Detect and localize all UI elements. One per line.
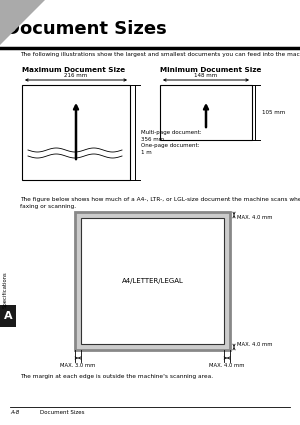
Text: MAX. 3.0 mm: MAX. 3.0 mm	[60, 363, 96, 368]
Text: MAX. 4.0 mm: MAX. 4.0 mm	[237, 215, 272, 220]
Bar	[22, 85, 130, 180]
Text: MAX. 4.0 mm: MAX. 4.0 mm	[237, 342, 272, 347]
Text: A-8: A-8	[10, 410, 19, 415]
Text: MAX. 4.0 mm: MAX. 4.0 mm	[209, 363, 245, 368]
Text: The figure below shows how much of a A4-, LTR-, or LGL-size document the machine: The figure below shows how much of a A4-…	[20, 197, 300, 209]
Text: A: A	[4, 311, 12, 321]
Text: 216 mm: 216 mm	[64, 73, 88, 78]
Bar	[160, 85, 252, 140]
Text: The margin at each edge is outside the machine's scanning area.: The margin at each edge is outside the m…	[20, 374, 213, 379]
Text: Specifications: Specifications	[2, 272, 8, 309]
Bar	[81, 218, 224, 344]
Text: 105 mm: 105 mm	[262, 110, 285, 114]
Text: Document Sizes: Document Sizes	[40, 410, 85, 415]
Text: A4/LETTER/LEGAL: A4/LETTER/LEGAL	[122, 278, 183, 284]
Text: Minimum Document Size: Minimum Document Size	[160, 67, 261, 73]
Bar	[75, 212, 230, 350]
Text: Document Sizes: Document Sizes	[5, 20, 167, 38]
Bar	[0, 305, 16, 327]
Polygon shape	[0, 0, 45, 45]
Text: Maximum Document Size: Maximum Document Size	[22, 67, 125, 73]
Text: 148 mm: 148 mm	[194, 73, 218, 78]
Text: Multi-page document:
356 mm
One-page document:
1 m: Multi-page document: 356 mm One-page doc…	[141, 130, 202, 155]
Text: The following illustrations show the largest and smallest documents you can feed: The following illustrations show the lar…	[20, 52, 300, 57]
